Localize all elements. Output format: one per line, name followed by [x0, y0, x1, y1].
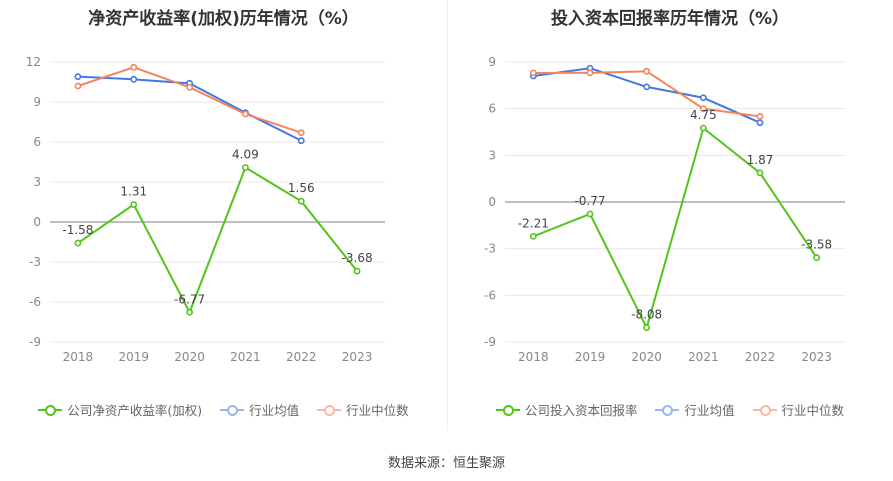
- data-point-company: [529, 232, 537, 240]
- data-label: 4.75: [690, 108, 717, 122]
- data-point-industry-avg: [756, 119, 764, 127]
- y-tick-label: 12: [26, 55, 41, 69]
- data-label: -3.58: [801, 238, 832, 252]
- legend-avg-swatch: [220, 404, 245, 416]
- y-tick-label: 3: [488, 148, 496, 162]
- y-tick-label: 0: [33, 215, 41, 229]
- data-point-industry-median: [529, 69, 537, 77]
- data-source: 数据来源：恒生聚源: [387, 456, 505, 471]
- chart-title: 投入资本回报率历年情况（%）: [550, 9, 790, 29]
- data-label: -6.77: [174, 292, 205, 306]
- y-tick-label: 3: [33, 175, 41, 189]
- data-point-company: [643, 324, 651, 332]
- legend-label: 公司投入资本回报率: [524, 403, 638, 418]
- data-point-company: [353, 267, 361, 275]
- x-tick-label: 2020: [631, 350, 662, 364]
- x-tick-label: 2019: [118, 350, 149, 364]
- legend-label: 行业中位数: [346, 403, 409, 418]
- y-tick-label: -3: [29, 255, 41, 269]
- data-point-industry-avg: [699, 94, 707, 102]
- roic-chart-panel: 投入资本回报率历年情况（%） 9 6 3 0 -3 -6 -9 2018 2019 2020 202…: [447, 0, 893, 440]
- x-tick-label: 2019: [575, 350, 606, 364]
- y-tick-label: 6: [33, 135, 41, 149]
- x-tick-label: 2020: [174, 350, 205, 364]
- data-point-company: [699, 124, 707, 132]
- x-tick-label: 2023: [342, 350, 373, 364]
- legend-industry-avg[interactable]: 行业均值: [220, 400, 299, 419]
- y-tick-label: -9: [484, 335, 496, 349]
- y-tick-label: -6: [484, 288, 496, 302]
- series-line-industry-avg: [533, 67, 761, 124]
- data-label: 1.56: [288, 181, 315, 195]
- data-point-industry-avg: [130, 75, 138, 83]
- data-point-industry-median: [74, 82, 82, 90]
- x-tick-label: 2022: [286, 350, 317, 364]
- chart-title: 净资产收益率(加权)历年情况（%）: [88, 9, 359, 29]
- data-point-industry-avg: [74, 73, 82, 81]
- data-label: -2.21: [518, 216, 549, 230]
- x-tick-label: 2018: [518, 350, 549, 364]
- data-label: 4.09: [232, 147, 259, 161]
- series-line-industry-median: [533, 70, 761, 118]
- y-tick-label: 6: [488, 102, 496, 116]
- legend-industry-median[interactable]: 行业中位数: [752, 400, 845, 419]
- y-tick-label: -9: [29, 335, 41, 349]
- legend-industry-avg[interactable]: 行业均值: [655, 400, 735, 419]
- data-point-industry-median: [186, 83, 193, 91]
- data-point-company: [242, 164, 249, 171]
- data-point-company: [586, 210, 594, 218]
- data-point-industry-avg: [643, 83, 651, 91]
- chart-legend: 公司投入资本回报率 行业均值 行业中位数: [447, 400, 893, 419]
- data-point-industry-median: [130, 63, 138, 71]
- chart-legend: 公司净资产收益率(加权) 行业均值 行业中位数: [0, 400, 447, 419]
- data-point-industry-median: [756, 113, 764, 120]
- y-tick-label: 0: [488, 195, 496, 209]
- y-tick-label: -6: [29, 295, 41, 309]
- legend-median-swatch: [317, 404, 342, 416]
- legend-label: 行业均值: [249, 403, 300, 418]
- x-tick-label: 2018: [63, 350, 94, 364]
- y-tick-label: 9: [488, 55, 496, 69]
- data-label: -1.58: [62, 223, 93, 237]
- panel-divider: [447, 0, 448, 430]
- data-point-company: [186, 308, 193, 316]
- data-point-company: [74, 239, 82, 247]
- data-point-company: [813, 254, 821, 262]
- series-line-company: [77, 166, 358, 314]
- data-label: 1.31: [120, 185, 147, 199]
- x-tick-label: 2022: [745, 350, 776, 364]
- legend-industry-median[interactable]: 行业中位数: [317, 400, 409, 419]
- data-point-industry-median: [242, 110, 249, 118]
- legend-label: 行业中位数: [781, 403, 845, 418]
- x-tick-label: 2021: [230, 350, 261, 364]
- data-label: -8.08: [631, 308, 662, 322]
- data-point-company: [756, 169, 764, 177]
- legend-company[interactable]: 公司净资产收益率(加权): [38, 400, 202, 419]
- data-label: -3.68: [342, 251, 373, 265]
- roe-plot: 12 9 6 3 0 -3 -6 -9 2018 2019 2020 2021 2022 2023 -1.5…: [26, 55, 385, 364]
- data-point-industry-median: [297, 129, 305, 137]
- legend-company-swatch: [495, 404, 520, 416]
- data-point-company: [130, 201, 138, 208]
- legend-label: 公司净资产收益率(加权): [67, 403, 203, 418]
- roic-plot: 9 6 3 0 -3 -6 -9 2018 2019 2020 2021 2022 2023 -2.21 -…: [484, 55, 845, 364]
- data-label: -0.77: [574, 194, 605, 208]
- y-tick-label: 9: [33, 95, 41, 109]
- legend-company-swatch: [38, 404, 63, 416]
- x-tick-label: 2021: [688, 350, 719, 364]
- data-label: 1.87: [747, 153, 774, 167]
- data-point-industry-median: [699, 105, 707, 113]
- series-line-company: [532, 127, 818, 329]
- legend-median-swatch: [752, 404, 777, 416]
- legend-company[interactable]: 公司投入资本回报率: [495, 400, 638, 419]
- x-tick-label: 2023: [801, 350, 832, 364]
- legend-label: 行业均值: [684, 403, 735, 418]
- data-point-industry-avg: [297, 137, 305, 145]
- data-point-industry-median: [643, 67, 651, 75]
- roe-chart-panel: 净资产收益率(加权)历年情况（%） 12 9 6 3 0 -3 -6 -9 2018 2019 20…: [0, 0, 447, 440]
- y-tick-label: -3: [484, 242, 496, 256]
- legend-avg-swatch: [655, 404, 680, 416]
- data-point-company: [297, 197, 305, 205]
- data-point-industry-median: [586, 69, 594, 77]
